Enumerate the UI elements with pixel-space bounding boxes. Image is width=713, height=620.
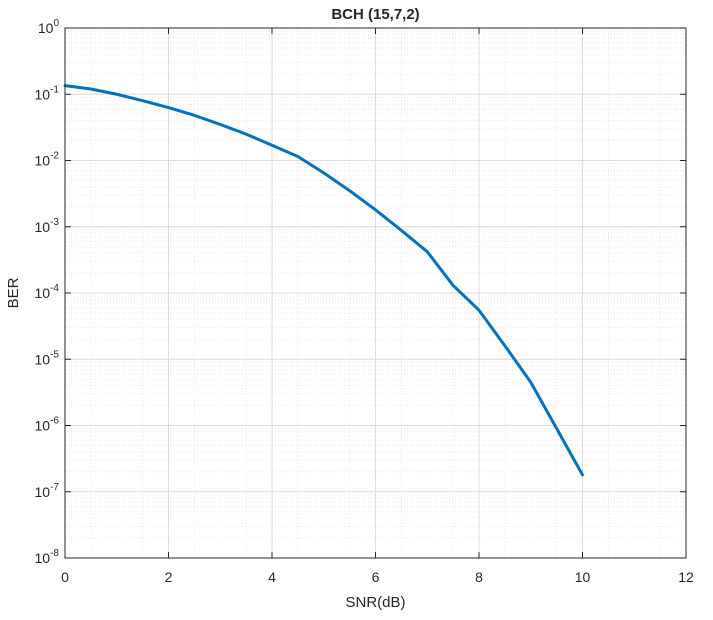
y-tick-exponent: 0 [53,18,59,29]
data-point [374,209,377,211]
y-tick-base: 10 [35,285,51,301]
y-tick-label: 10-1 [35,84,60,102]
y-tick-base: 10 [35,550,51,566]
y-tick-exponent: -8 [50,548,59,559]
y-tick-exponent: -4 [50,283,59,294]
y-tick-label: 10-4 [35,283,60,301]
x-tick-label: 2 [165,569,173,585]
data-point [322,172,325,174]
y-tick-label: 100 [38,18,60,36]
major-grid [65,28,686,558]
data-point [452,284,454,287]
y-tick-exponent: -6 [50,416,59,427]
data-point [297,155,299,158]
data-point [115,93,118,96]
y-tick-base: 10 [35,219,51,235]
data-point [504,344,506,347]
y-tick-label: 10-5 [35,349,60,367]
y-tick-base: 10 [35,418,51,434]
tick-marks [64,27,687,559]
y-tick-exponent: -5 [50,349,59,360]
chart-title: BCH (15,7,2) [331,6,419,23]
x-tick-label: 4 [268,569,276,585]
y-tick-label: 10-7 [35,482,60,500]
data-point [348,189,351,192]
y-tick-exponent: -7 [50,482,59,493]
x-tick-label: 12 [678,569,694,585]
x-tick-label: 0 [61,569,69,585]
data-point [400,229,403,232]
data-point [529,381,532,384]
data-point [426,250,429,253]
x-axis-label: SNR(dB) [345,594,405,611]
y-tick-base: 10 [35,86,51,102]
y-tick-label: 10-3 [35,217,60,235]
data-point [271,144,273,147]
y-tick-base: 10 [35,484,51,500]
data-point [141,99,144,102]
data-point [90,88,92,90]
y-tick-base: 10 [35,153,51,169]
y-tick-label: 10-2 [35,151,60,169]
data-point [219,123,222,126]
data-point [555,427,558,430]
x-tick-label: 8 [475,569,483,585]
x-tick-labels: 0 2 4 6 8 10 12 [61,569,694,585]
y-tick-base: 10 [38,20,54,36]
y-tick-exponent: -1 [50,84,59,95]
y-tick-exponent: -2 [50,151,59,162]
y-axis-label: BER [5,277,22,308]
y-tick-base: 10 [35,351,51,367]
data-point [478,309,480,312]
data-point [581,474,584,476]
x-tick-label: 10 [575,569,591,585]
data-point [193,114,196,117]
x-tick-label: 6 [372,569,380,585]
series-layer [63,84,584,477]
data-point [245,133,247,135]
data-point [167,106,170,109]
y-tick-exponent: -3 [50,217,59,228]
y-tick-label: 10-6 [35,416,60,434]
y-tick-label: 10-8 [35,548,60,566]
